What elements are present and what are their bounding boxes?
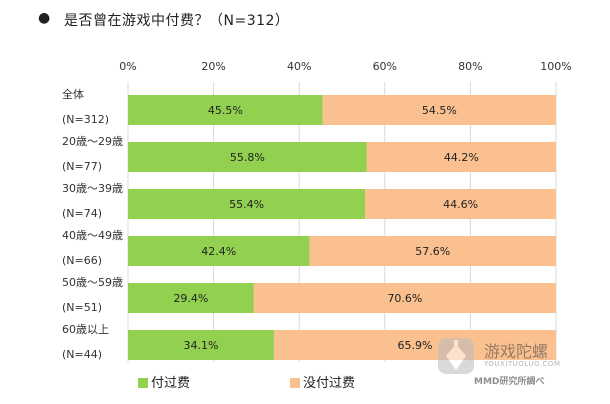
legend-swatch-not-paid [290, 378, 300, 388]
x-tick-label: 20% [201, 60, 225, 73]
data-label: 34.1% [183, 339, 218, 352]
bar-not-paid [253, 283, 556, 313]
legend-item-not-paid: 没付过费 [290, 372, 355, 391]
data-label: 55.8% [230, 151, 265, 164]
watermark-credit: MMD研究所調べ [474, 377, 545, 387]
data-label: 42.4% [201, 245, 236, 258]
x-tick-label: 40% [287, 60, 311, 73]
bar-paid [128, 283, 254, 313]
bar-not-paid [273, 330, 556, 360]
bar-not-paid [309, 236, 556, 266]
x-tick-label: 80% [458, 60, 482, 73]
data-label: 44.6% [443, 198, 478, 211]
data-label: 57.6% [415, 245, 450, 258]
data-label: 65.9% [397, 339, 432, 352]
category-label-n: (N=74) [62, 207, 102, 220]
category-label: 50歳～59歳 [62, 276, 123, 289]
data-label: 45.5% [208, 104, 243, 117]
title-bullet: ● [38, 10, 51, 26]
bar-paid [128, 330, 274, 360]
bar-paid [128, 189, 366, 219]
legend-label-not-paid: 没付过费 [303, 376, 356, 391]
data-label: 44.2% [444, 151, 479, 164]
category-label-n: (N=51) [62, 301, 102, 314]
category-label-n: (N=312) [62, 113, 109, 126]
bar-not-paid [366, 142, 556, 172]
x-tick-label: 100% [540, 60, 571, 73]
bar-not-paid [365, 189, 556, 219]
x-tick-label: 0% [119, 60, 136, 73]
watermark-site: YOUXITUOLUO.COM [484, 360, 561, 368]
category-label-n: (N=44) [62, 348, 102, 361]
legend-item-paid: 付过费 [138, 372, 190, 391]
category-label: 30歳～39歳 [62, 182, 123, 195]
category-label: 40歳～49歳 [62, 229, 123, 242]
bar-not-paid [322, 95, 556, 125]
category-label: 60歳以上 [62, 323, 109, 336]
legend-label-paid: 付过费 [151, 376, 191, 391]
x-tick-label: 60% [373, 60, 397, 73]
data-label: 70.6% [387, 292, 422, 305]
bar-paid [128, 236, 310, 266]
watermark-logo-text: 游戏陀螺 [484, 342, 549, 361]
category-label: 全体 [62, 87, 84, 101]
bar-paid [128, 95, 323, 125]
category-label-n: (N=77) [62, 160, 102, 173]
legend-swatch-paid [138, 378, 148, 388]
category-label: 20歳～29歳 [62, 135, 123, 148]
watermark: 游戏陀螺 YOUXITUOLUO.COM MMD研究所調べ [424, 330, 594, 390]
title-text: 是否曾在游戏中付费？（N=312） [64, 13, 290, 29]
spinning-top-logo-icon [438, 338, 474, 374]
bar-paid [128, 142, 367, 172]
category-label-n: (N=66) [62, 254, 102, 267]
data-label: 29.4% [173, 292, 208, 305]
data-label: 54.5% [422, 104, 457, 117]
data-label: 55.4% [229, 198, 264, 211]
